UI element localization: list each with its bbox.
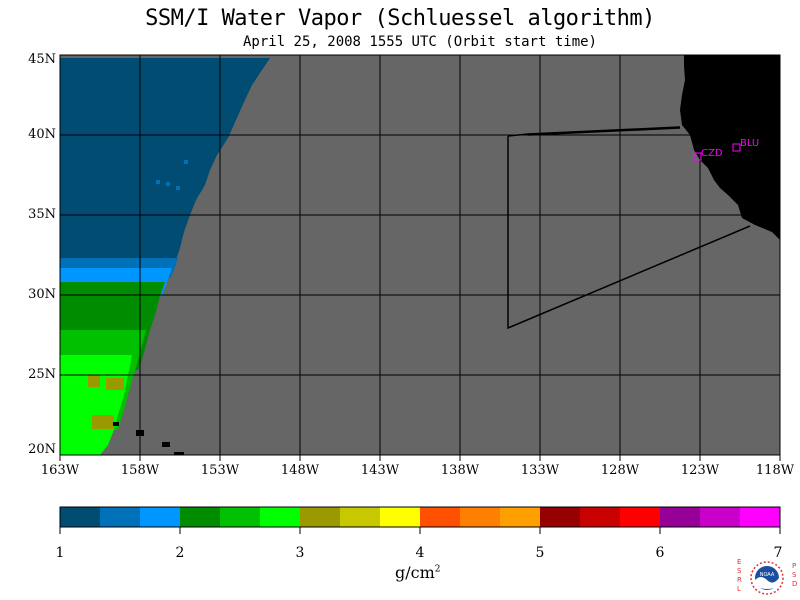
colorbar-label-2: 2 — [175, 545, 185, 561]
vapor-speck — [176, 186, 180, 190]
lon-label-118w: 118W — [755, 463, 795, 478]
colorbar-label-7: 7 — [773, 545, 783, 561]
lat-label-35n: 35N — [28, 207, 56, 222]
colorbar-swatch — [340, 507, 381, 527]
colorbar-swatch — [540, 507, 581, 527]
colorbar-label-5: 5 — [535, 545, 545, 561]
lat-label-25n: 25N — [28, 367, 56, 382]
station-marker-czd — [693, 152, 702, 161]
vapor-band-1-1.33 — [60, 58, 270, 260]
colorbar-swatch — [740, 507, 781, 527]
colorbar-swatch — [60, 507, 101, 527]
vapor-speck — [184, 160, 188, 164]
logo-letter: E — [737, 558, 741, 566]
logo-letter: S — [792, 571, 797, 579]
colorbar-swatch — [660, 507, 701, 527]
lat-lon-grid — [60, 55, 780, 455]
vapor-patch-3-3.33-c — [92, 415, 114, 429]
colorbar-ticks — [59, 527, 781, 534]
vapor-patch-3-3.33 — [88, 375, 100, 387]
logo-letter: L — [737, 585, 741, 593]
units-exponent: 2 — [434, 564, 441, 575]
logo-letter: D — [792, 580, 797, 588]
water-vapor-swath — [60, 58, 270, 455]
map-frame — [59, 54, 781, 456]
lat-label-30n: 30N — [28, 287, 56, 302]
colorbar-label-4: 4 — [415, 545, 425, 561]
colorbar-units: g/cm2 — [395, 563, 441, 582]
lon-label-123w: 123W — [680, 463, 720, 478]
colorbar-swatch — [220, 507, 261, 527]
lon-label-153w: 153W — [200, 463, 240, 478]
map-subtitle: April 25, 2008 1555 UTC (Orbit start tim… — [242, 34, 597, 50]
logo-letter: R — [737, 576, 742, 584]
colorbar-swatch — [700, 507, 741, 527]
station-label-blu: BLU — [740, 138, 759, 149]
region-outline — [527, 127, 681, 136]
lon-label-158w: 158W — [120, 463, 160, 478]
lon-label-163w: 163W — [40, 463, 80, 478]
lat-label-20n: 20N — [28, 442, 56, 457]
colorbar-label-1: 1 — [55, 545, 65, 561]
lat-label-45n: 45N — [28, 52, 56, 67]
logo-center-text: NOAA — [760, 572, 775, 578]
lon-label-128w: 128W — [600, 463, 640, 478]
colorbar — [60, 507, 781, 527]
colorbar-swatch — [300, 507, 341, 527]
units-base: g/cm — [395, 563, 435, 582]
logo-right-letters: PSD — [792, 562, 797, 588]
vapor-speck — [156, 180, 160, 184]
colorbar-swatch — [620, 507, 661, 527]
colorbar-label-3: 3 — [295, 545, 305, 561]
lon-label-148w: 148W — [280, 463, 320, 478]
colorbar-swatch — [100, 507, 141, 527]
colorbar-label-6: 6 — [655, 545, 665, 561]
lon-label-138w: 138W — [440, 463, 480, 478]
vapor-speck — [166, 182, 170, 186]
lon-label-143w: 143W — [360, 463, 400, 478]
lon-label-133w: 133W — [520, 463, 560, 478]
map-title: SSM/I Water Vapor (Schluessel algorithm) — [145, 6, 655, 31]
axis-ticks — [59, 455, 781, 461]
colorbar-swatch — [380, 507, 421, 527]
station-label-czd: CZD — [701, 148, 723, 159]
logo-letter: P — [792, 562, 796, 570]
land-mass-north-america — [680, 55, 780, 240]
lat-label-40n: 40N — [28, 127, 56, 142]
colorbar-swatch — [500, 507, 541, 527]
vapor-patch-3-3.33-b — [106, 378, 124, 390]
colorbar-swatch — [180, 507, 221, 527]
colorbar-swatch — [260, 507, 301, 527]
station-marker-blu — [732, 143, 741, 152]
colorbar-swatch — [460, 507, 501, 527]
colorbar-swatch — [580, 507, 621, 527]
logo-wave — [755, 577, 779, 589]
colorbar-swatch — [420, 507, 461, 527]
logo-letter: S — [737, 567, 742, 575]
region-outline-path — [507, 126, 751, 330]
colorbar-swatch — [140, 507, 181, 527]
